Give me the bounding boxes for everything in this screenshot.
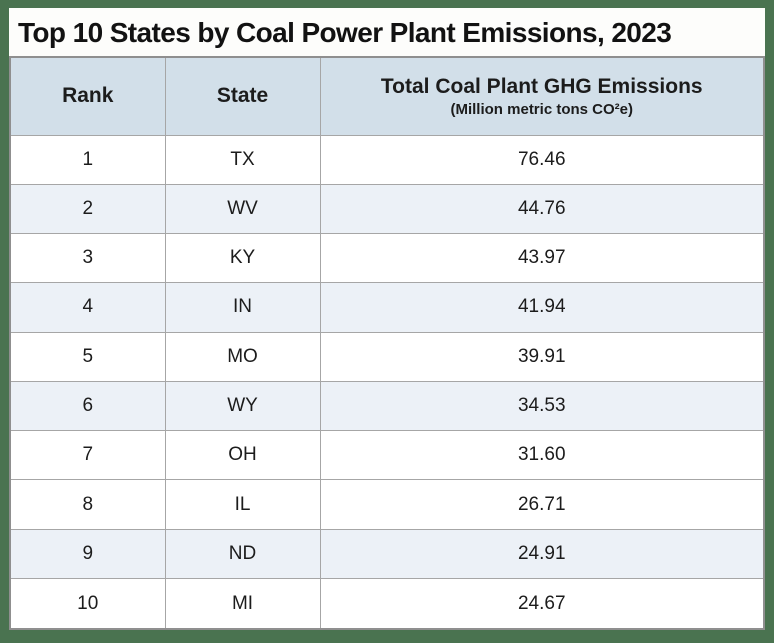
- table-row: 3 KY 43.97: [9, 233, 765, 284]
- state-column-header: State: [164, 56, 321, 136]
- emissions-cell: 76.46: [319, 134, 765, 185]
- table-row: 9 ND 24.91: [9, 528, 765, 580]
- rank-cell: 9: [9, 528, 166, 580]
- emissions-cell: 43.97: [319, 233, 765, 284]
- rank-cell: 10: [9, 578, 166, 630]
- emissions-column-header: Total Coal Plant GHG Emissions (Million …: [319, 56, 765, 136]
- state-cell: TX: [164, 134, 321, 185]
- table-row: 6 WY 34.53: [9, 380, 765, 432]
- rank-cell: 3: [9, 233, 166, 284]
- rank-cell: 4: [9, 282, 166, 333]
- header-row: Rank State Total Coal Plant GHG Emission…: [9, 56, 765, 136]
- emissions-cell: 26.71: [319, 479, 765, 530]
- emissions-cell: 24.67: [319, 578, 765, 630]
- table-row: 7 OH 31.60: [9, 430, 765, 481]
- table-row: 4 IN 41.94: [9, 282, 765, 333]
- table-row: 5 MO 39.91: [9, 331, 765, 382]
- state-cell: ND: [164, 528, 321, 580]
- table-row: 8 IL 26.71: [9, 479, 765, 530]
- emissions-cell: 24.91: [319, 528, 765, 580]
- emissions-cell: 39.91: [319, 331, 765, 382]
- state-cell: OH: [164, 430, 321, 481]
- rank-cell: 8: [9, 479, 166, 530]
- rank-cell: 6: [9, 380, 166, 432]
- rank-cell: 7: [9, 430, 166, 481]
- rank-column-header: Rank: [9, 56, 166, 136]
- rank-cell: 5: [9, 331, 166, 382]
- state-cell: MI: [164, 578, 321, 630]
- emissions-header-units: (Million metric tons CO²e): [450, 100, 633, 118]
- rank-cell: 2: [9, 183, 166, 235]
- table-row: 10 MI 24.67: [9, 578, 765, 630]
- table-header: Rank State Total Coal Plant GHG Emission…: [9, 56, 765, 136]
- state-cell: IN: [164, 282, 321, 333]
- emissions-cell: 31.60: [319, 430, 765, 481]
- emissions-cell: 44.76: [319, 183, 765, 235]
- table-row: 2 WV 44.76: [9, 183, 765, 235]
- content-panel: Top 10 States by Coal Power Plant Emissi…: [9, 8, 765, 630]
- state-cell: WV: [164, 183, 321, 235]
- state-cell: KY: [164, 233, 321, 284]
- emissions-cell: 34.53: [319, 380, 765, 432]
- page-title: Top 10 States by Coal Power Plant Emissi…: [18, 17, 672, 48]
- rank-cell: 1: [9, 134, 166, 185]
- emissions-header-label: Total Coal Plant GHG Emissions: [380, 74, 703, 98]
- table-row: 1 TX 76.46: [9, 134, 765, 185]
- emissions-table: Rank State Total Coal Plant GHG Emission…: [9, 56, 765, 630]
- table-body: 1 TX 76.46 2 WV 44.76 3 KY 43.97 4 IN 41…: [9, 134, 765, 630]
- state-cell: WY: [164, 380, 321, 432]
- state-cell: MO: [164, 331, 321, 382]
- state-cell: IL: [164, 479, 321, 530]
- emissions-cell: 41.94: [319, 282, 765, 333]
